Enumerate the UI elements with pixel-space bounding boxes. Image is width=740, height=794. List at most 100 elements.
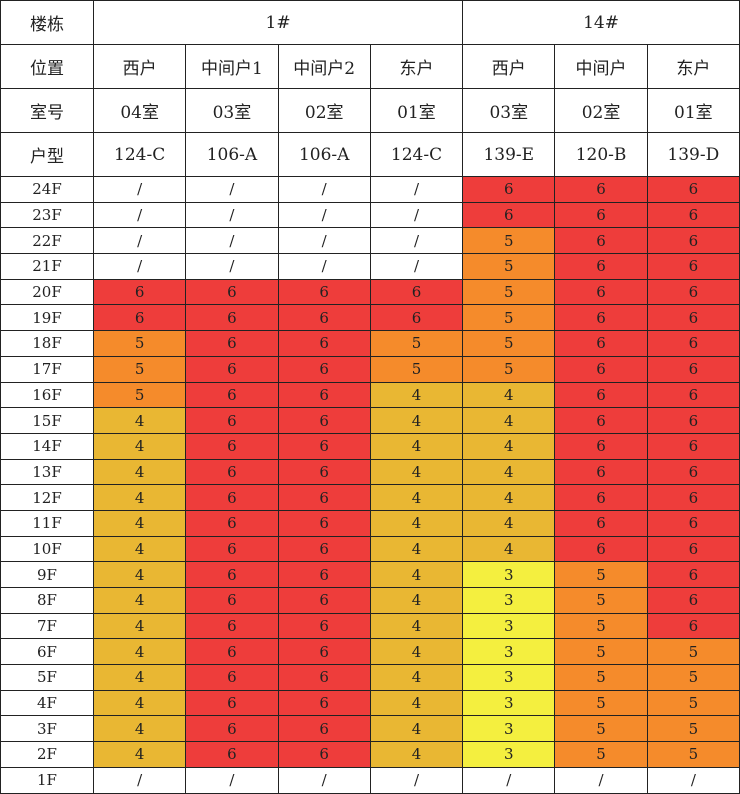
header-cell: 124-C (92, 132, 187, 177)
floor-cell: 4 (462, 381, 556, 409)
floor-cell: 6 (277, 458, 371, 486)
floor-cell: 4 (369, 638, 464, 666)
floor-cell: 6 (646, 381, 740, 409)
floor-cell: / (92, 766, 187, 794)
floor-cell: 6 (277, 664, 371, 691)
floor-cell: 5 (462, 330, 556, 357)
floor-cell: 3 (462, 638, 556, 666)
floor-label: 8F (0, 587, 94, 614)
header-cell: 02室 (554, 88, 648, 133)
floor-cell: 6 (92, 278, 187, 306)
floor-cell: 6 (369, 278, 464, 306)
floor-row: 1F / / / / / / / (0, 766, 740, 794)
floor-cell: 6 (646, 278, 740, 306)
floor-cell: 6 (646, 458, 740, 486)
floor-cell: 4 (369, 689, 464, 717)
floor-cell: 6 (554, 330, 648, 357)
floor-cell: 5 (554, 587, 648, 614)
header-cell: 139-D (646, 132, 740, 177)
floor-cell: 4 (92, 458, 187, 486)
floor-cell: 6 (185, 535, 279, 563)
floor-row: 4F 4 6 6 4 3 5 5 (0, 689, 740, 717)
floor-cell: / (185, 227, 279, 255)
floor-cell: 6 (554, 201, 648, 229)
floor-cell: 6 (646, 612, 740, 640)
header-cell: 106-A (277, 132, 371, 177)
floor-cell: 4 (369, 509, 464, 537)
floor-cell: 5 (92, 330, 187, 357)
floor-label: 9F (0, 561, 94, 588)
floor-cell: 6 (185, 330, 279, 357)
floor-cell: 4 (369, 664, 464, 691)
floor-cell: 6 (277, 432, 371, 460)
floor-cell: 6 (185, 278, 279, 306)
floor-cell: 5 (369, 330, 464, 357)
floor-cell: 6 (646, 304, 740, 332)
header-cell: 01室 (646, 88, 740, 133)
floor-cell: 6 (277, 689, 371, 717)
floor-row: 22F / / //5 6 6 (0, 227, 740, 255)
floor-row: 9F 4 6 6 4 3 5 6 (0, 561, 740, 588)
floor-cell: / (277, 227, 371, 255)
header-row: 位置 西户 中间户1 中间户2 东户 西户 中间户 东户 (0, 44, 740, 89)
floor-row: 11F 4 6 6 4 4 6 6 (0, 509, 740, 537)
floor-cell: 5 (554, 664, 648, 691)
floor-label: 12F (0, 484, 94, 511)
floor-cell: 6 (277, 509, 371, 537)
floor-cell: / (369, 201, 464, 229)
floor-cell: 5 (554, 715, 648, 743)
floor-cell: 6 (185, 638, 279, 666)
floor-cell: 6 (277, 304, 371, 332)
floor-cell: 6 (646, 484, 740, 511)
header-cell: 西户 (92, 44, 187, 89)
floor-cell: 6 (646, 407, 740, 434)
floor-cell: / (92, 176, 187, 203)
floor-cell: 5 (554, 638, 648, 666)
floor-label: 11F (0, 509, 94, 537)
floor-cell: 6 (646, 330, 740, 357)
floor-cell: 4 (92, 535, 187, 563)
floor-cell: 3 (462, 612, 556, 640)
floor-cell: 4 (92, 664, 187, 691)
floor-cell: 6 (554, 227, 648, 255)
floor-cell: / (277, 253, 371, 280)
floor-row: 19F 6 6 6 6 5 6 6 (0, 304, 740, 332)
floor-cell: 6 (277, 638, 371, 666)
floor-cell: 5 (554, 741, 648, 768)
header-cell: 01室 (369, 88, 464, 133)
row-label: 位置 (0, 44, 94, 89)
floor-cell: 6 (185, 381, 279, 409)
header-row: 户型 124-C 106-A 106-A 124-C 139-E 120-B 139-D (0, 132, 740, 177)
floor-cell: / (185, 253, 279, 280)
floor-row: 15F 4 6 6 4 4 6 6 (0, 407, 740, 434)
floor-cell: 6 (185, 432, 279, 460)
floor-cell: 4 (369, 458, 464, 486)
floor-cell: 6 (554, 253, 648, 280)
floor-label: 17F (0, 355, 94, 383)
floor-cell: 6 (554, 458, 648, 486)
floor-cell: 6 (185, 407, 279, 434)
floor-cell: 4 (92, 432, 187, 460)
floor-cell: 6 (462, 176, 556, 203)
header-cell: 东户 (646, 44, 740, 89)
floor-cell: 4 (369, 561, 464, 588)
floor-cell: 6 (646, 355, 740, 383)
floor-cell: 4 (369, 484, 464, 511)
floor-cell: / (185, 176, 279, 203)
floor-cell: 6 (185, 741, 279, 768)
floor-cell: 4 (462, 509, 556, 537)
floor-cell: 4 (462, 407, 556, 434)
header-cell: 中间户2 (277, 44, 371, 89)
floor-cell: 6 (92, 304, 187, 332)
floor-cell: 6 (277, 381, 371, 409)
floor-cell: 3 (462, 561, 556, 588)
floor-cell: 5 (92, 381, 187, 409)
floor-cell: 5 (554, 689, 648, 717)
floor-cell: 4 (369, 741, 464, 768)
floor-cell: 6 (646, 432, 740, 460)
floor-cell: 6 (646, 587, 740, 614)
floor-cell: / (462, 766, 556, 794)
floor-label: 7F (0, 612, 94, 640)
floor-cell: 6 (554, 509, 648, 537)
floor-label: 21F (0, 253, 94, 280)
